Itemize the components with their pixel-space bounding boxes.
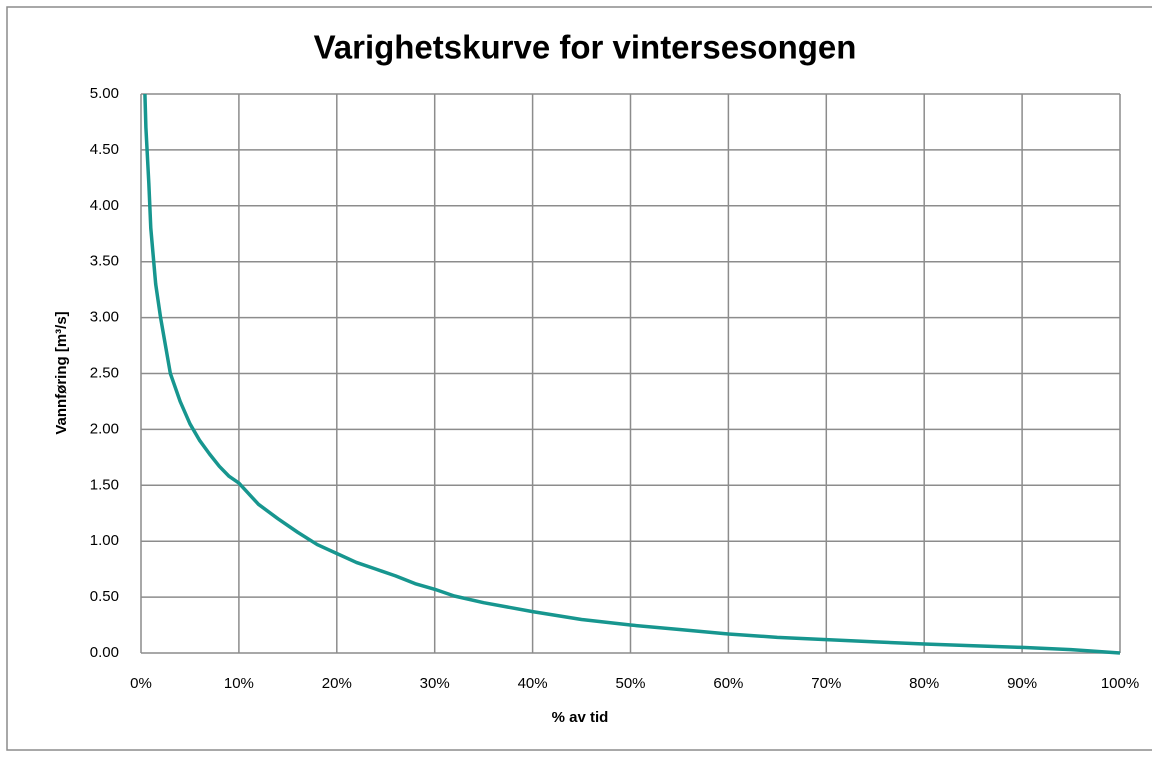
y-tick-label: 0.00: [90, 644, 119, 661]
x-tick-label: 50%: [615, 675, 645, 692]
y-tick-label: 2.50: [90, 364, 119, 381]
y-tick-label: 4.50: [90, 141, 119, 158]
y-axis-title: Vannføring [m³/s]: [53, 311, 70, 434]
y-tick-label: 5.00: [90, 85, 119, 102]
chart-title: Varighetskurve for vintersesongen: [314, 29, 857, 66]
x-axis-title: % av tid: [552, 709, 609, 726]
x-tick-label: 80%: [909, 675, 939, 692]
y-tick-label: 4.00: [90, 197, 119, 214]
x-tick-label: 30%: [420, 675, 450, 692]
x-tick-label: 70%: [811, 675, 841, 692]
x-tick-label: 40%: [518, 675, 548, 692]
x-tick-label: 10%: [224, 675, 254, 692]
x-tick-label: 100%: [1101, 675, 1139, 692]
x-tick-label: 90%: [1007, 675, 1037, 692]
y-tick-label: 1.50: [90, 476, 119, 493]
data-line: [143, 93, 1121, 655]
y-tick-label: 2.00: [90, 420, 119, 437]
x-tick-label: 60%: [713, 675, 743, 692]
y-tick-label: 3.00: [90, 309, 119, 326]
chart-frame: [6, 6, 1152, 751]
x-tick-label: 20%: [322, 675, 352, 692]
x-tick-label: 0%: [130, 675, 152, 692]
y-tick-label: 1.00: [90, 532, 119, 549]
y-tick-label: 3.50: [90, 253, 119, 270]
y-tick-label: 0.50: [90, 588, 119, 605]
